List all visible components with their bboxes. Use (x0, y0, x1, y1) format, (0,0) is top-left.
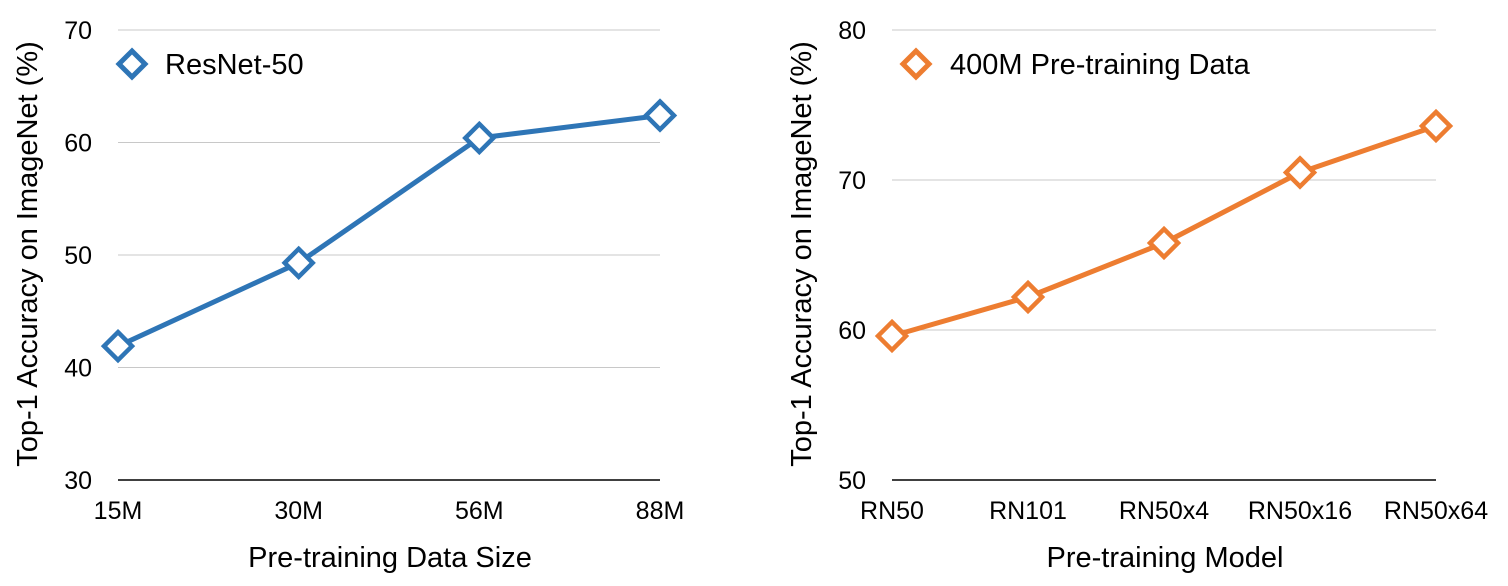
data-point-marker (874, 318, 910, 354)
data-point-marker (642, 98, 678, 133)
left-series (100, 98, 678, 364)
chart-right: Top-1 Accuracy on ImageNet (%) Pre-train… (786, 17, 1488, 574)
right-gridlines (892, 29, 1436, 481)
y-tick-label: 80 (838, 17, 866, 45)
data-point-marker (1418, 108, 1454, 144)
x-tick-label: 15M (94, 497, 143, 525)
y-tick-label: 60 (838, 317, 866, 345)
left-x-axis-title: Pre-training Data Size (248, 542, 532, 574)
right-x-tick-labels: RN50 RN101 RN50x4 RN50x16 RN50x64 (860, 497, 1488, 525)
right-legend-label: 400M Pre-training Data (950, 49, 1251, 81)
x-tick-label: RN50x64 (1384, 497, 1488, 525)
data-point-marker (100, 328, 136, 364)
x-tick-label: 30M (274, 497, 323, 525)
chart-left: Top-1 Accuracy on ImageNet (%) Pre-train… (12, 17, 684, 574)
y-tick-label: 70 (838, 167, 866, 195)
right-y-axis-title: Top-1 Accuracy on ImageNet (%) (786, 41, 818, 467)
x-tick-label: 88M (636, 497, 685, 525)
left-gridlines (118, 29, 660, 481)
left-y-axis-title: Top-1 Accuracy on ImageNet (%) (12, 41, 44, 467)
left-legend-label: ResNet-50 (165, 49, 304, 81)
x-tick-label: RN50x4 (1119, 497, 1209, 525)
y-tick-label: 40 (64, 355, 92, 383)
left-legend-marker (115, 47, 149, 81)
right-x-axis-title: Pre-training Model (1047, 542, 1284, 574)
series-line (115, 113, 663, 349)
y-tick-label: 30 (64, 467, 92, 495)
data-point-marker (1010, 279, 1046, 315)
x-tick-label: RN101 (989, 497, 1067, 525)
data-point-marker (281, 245, 316, 281)
x-tick-label: RN50x16 (1248, 497, 1352, 525)
y-tick-label: 50 (64, 242, 92, 270)
right-series (874, 108, 1454, 354)
right-legend: 400M Pre-training Data (899, 47, 1251, 81)
data-point-marker (1282, 155, 1318, 190)
left-y-tick-labels: 30 40 50 60 70 (64, 17, 92, 495)
left-x-tick-labels: 15M 30M 56M 88M (94, 497, 685, 525)
y-tick-label: 60 (64, 130, 92, 158)
right-y-tick-labels: 50 60 70 80 (838, 17, 866, 495)
x-tick-label: RN50 (860, 497, 924, 525)
left-legend: ResNet-50 (115, 47, 304, 81)
y-tick-label: 70 (64, 17, 92, 45)
right-legend-marker (899, 47, 933, 81)
data-point-marker (462, 120, 497, 156)
y-tick-label: 50 (838, 467, 866, 495)
data-point-marker (1146, 225, 1182, 261)
x-tick-label: 56M (455, 497, 504, 525)
